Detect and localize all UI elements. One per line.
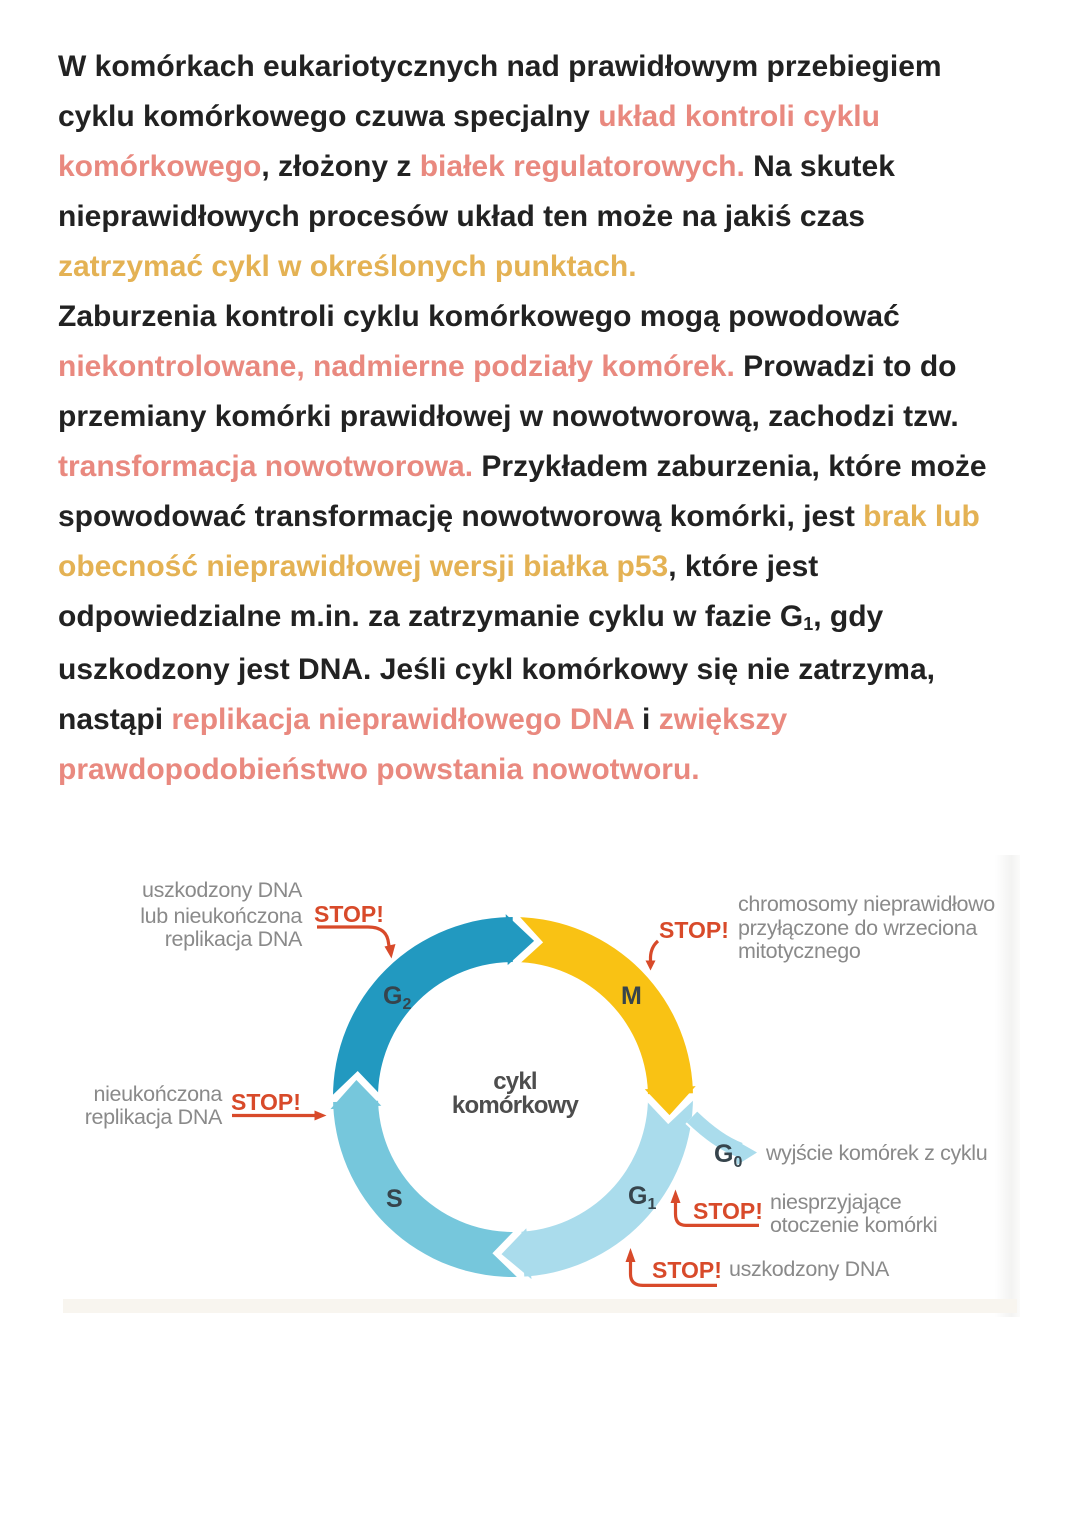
svg-text:nieukończona: nieukończona xyxy=(94,1082,223,1106)
svg-text:uszkodzony DNA: uszkodzony DNA xyxy=(142,878,303,902)
svg-text:niesprzyjające: niesprzyjające xyxy=(770,1190,901,1214)
svg-text:STOP!: STOP! xyxy=(314,901,384,927)
svg-text:replikacja DNA: replikacja DNA xyxy=(165,927,303,951)
svg-text:otoczenie komórki: otoczenie komórki xyxy=(770,1213,937,1237)
svg-text:STOP!: STOP! xyxy=(652,1257,722,1283)
svg-text:uszkodzony DNA: uszkodzony DNA xyxy=(729,1257,890,1281)
svg-text:cykl: cykl xyxy=(493,1068,537,1095)
svg-text:M: M xyxy=(621,982,642,1010)
svg-text:STOP!: STOP! xyxy=(659,917,729,943)
svg-text:STOP!: STOP! xyxy=(231,1089,301,1115)
svg-text:mitotycznego: mitotycznego xyxy=(738,939,861,963)
svg-text:S: S xyxy=(386,1185,403,1213)
svg-text:lub nieukończona: lub nieukończona xyxy=(140,904,302,928)
svg-text:wyjście komórek z cyklu: wyjście komórek z cyklu xyxy=(765,1141,987,1165)
svg-text:komórkowy: komórkowy xyxy=(452,1092,580,1119)
svg-text:przyłączone do wrzeciona: przyłączone do wrzeciona xyxy=(738,916,977,940)
svg-text:replikacja DNA: replikacja DNA xyxy=(85,1105,223,1129)
svg-text:chromosomy nieprawidłowo: chromosomy nieprawidłowo xyxy=(738,892,995,916)
svg-text:STOP!: STOP! xyxy=(693,1198,763,1224)
